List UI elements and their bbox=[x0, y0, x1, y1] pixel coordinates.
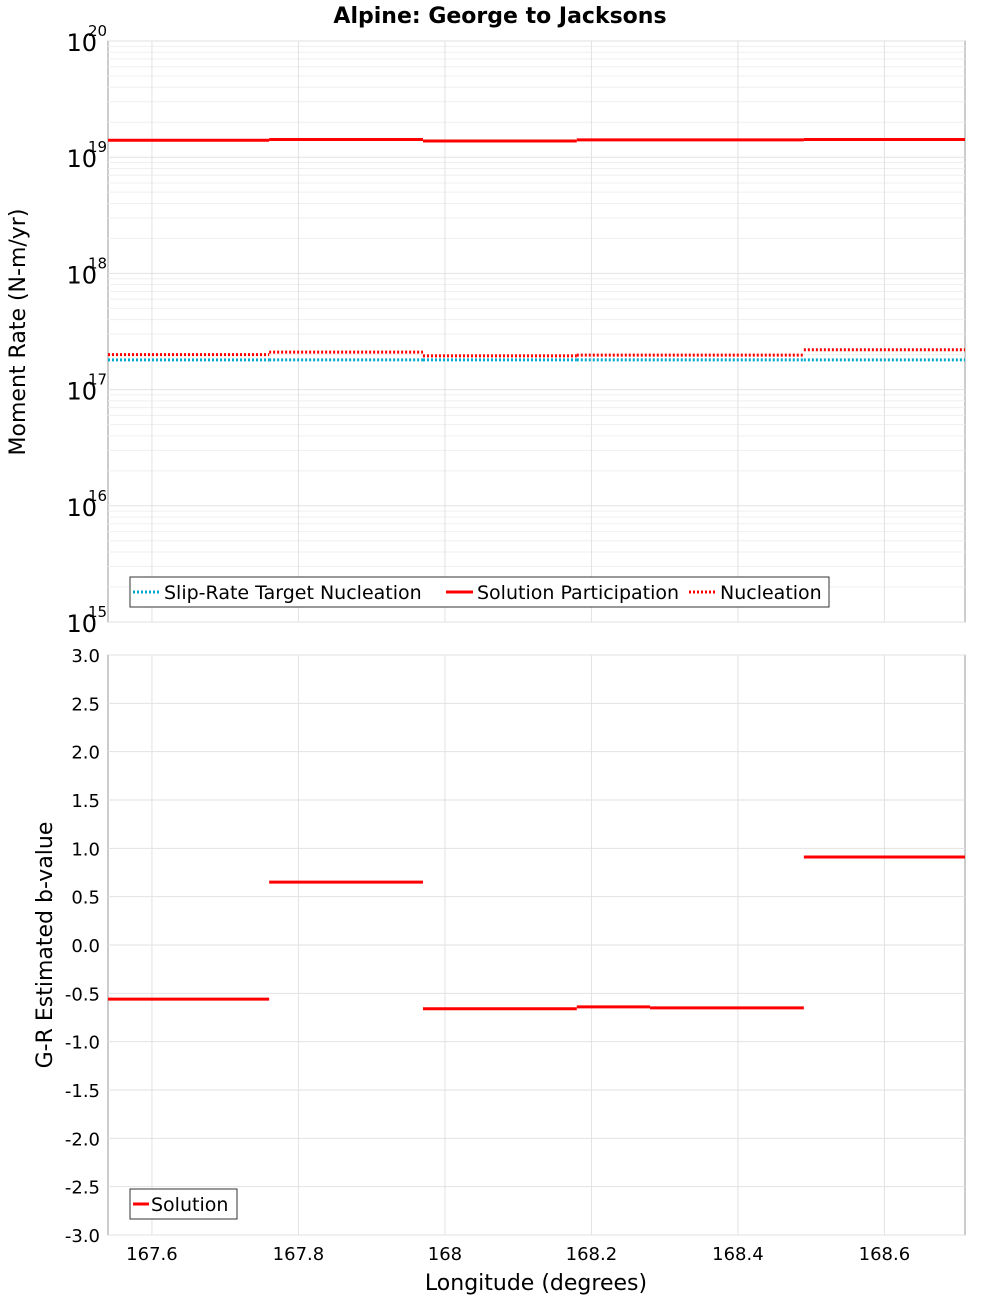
bottom-y-tick-label: -1.0 bbox=[65, 1033, 100, 1054]
bottom-legend-label: Solution bbox=[151, 1194, 228, 1216]
bottom-y-tick-label: -2.5 bbox=[65, 1178, 100, 1199]
bottom-x-tick-label: 168.2 bbox=[566, 1244, 618, 1265]
bottom-y-tick-label: -3.0 bbox=[65, 1226, 100, 1247]
bottom-y-tick-label: 2.0 bbox=[71, 743, 100, 764]
top-y-tick-exponent: 19 bbox=[88, 138, 107, 156]
bottom-x-ticks: 167.6 167.8 168 168.2 168.4 168.6 bbox=[126, 1244, 910, 1265]
top-y-tick-exponent: 17 bbox=[88, 371, 107, 389]
bottom-x-tick-label: 168.4 bbox=[712, 1244, 764, 1265]
bottom-series-layer bbox=[108, 855, 965, 1011]
top-y-tick-base: 10 bbox=[66, 378, 97, 406]
bottom-y-tick-label: 2.5 bbox=[71, 694, 100, 715]
top-plot-frame bbox=[107, 40, 966, 623]
top-y-tick-exponent: 15 bbox=[88, 603, 107, 621]
top-legend-label-1: Solution Participation bbox=[477, 582, 679, 604]
bottom-x-tick-label: 167.6 bbox=[126, 1244, 178, 1265]
bottom-y-tick-label: 1.5 bbox=[71, 791, 100, 812]
bottom-y-tick-label: -0.5 bbox=[65, 984, 100, 1005]
bottom-grid bbox=[108, 654, 965, 1236]
top-legend-label-2: Nucleation bbox=[720, 582, 822, 604]
top-legend-box bbox=[129, 576, 830, 608]
top-y-tick-exponent: 16 bbox=[88, 487, 107, 505]
x-axis-label: Longitude (degrees) bbox=[425, 1271, 647, 1296]
top-y-tick-base: 10 bbox=[66, 145, 97, 173]
bottom-y-tick-label: -1.5 bbox=[65, 1081, 100, 1102]
top-grid bbox=[108, 40, 965, 623]
top-y-tick-base: 10 bbox=[66, 610, 97, 638]
top-y-tick-base: 10 bbox=[66, 261, 97, 289]
top-legend-label-0: Slip-Rate Target Nucleation bbox=[164, 582, 422, 604]
bottom-panel: -3.0 -2.5 -2.0 -1.5 -1.0 -0.5 0.0 0.5 1.0 1.5 2.0 2… bbox=[33, 646, 966, 1296]
bottom-x-tick-label: 168 bbox=[428, 1244, 462, 1265]
bottom-x-tick-label: 168.6 bbox=[859, 1244, 911, 1265]
chart-title: Alpine: George to Jacksons bbox=[333, 4, 666, 29]
top-series-layer bbox=[108, 138, 965, 362]
top-y-tick-base: 10 bbox=[66, 494, 97, 522]
bottom-y-axis-label: G-R Estimated b-value bbox=[33, 822, 58, 1069]
bottom-y-ticks: -3.0 -2.5 -2.0 -1.5 -1.0 -0.5 0.0 0.5 1.0 1.5 2.0 2… bbox=[65, 646, 100, 1247]
bottom-x-tick-label: 167.8 bbox=[273, 1244, 325, 1265]
bottom-y-tick-label: 3.0 bbox=[71, 646, 100, 667]
bottom-y-tick-label: -2.0 bbox=[65, 1129, 100, 1150]
top-y-axis-label: Moment Rate (N-m/yr) bbox=[6, 209, 31, 456]
bottom-y-tick-label: 1.0 bbox=[71, 839, 100, 860]
bottom-y-tick-label: 0.5 bbox=[71, 888, 100, 909]
top-y-tick-base: 10 bbox=[66, 29, 97, 57]
bottom-legend: Solution bbox=[129, 1188, 238, 1220]
top-y-tick-exponent: 18 bbox=[88, 254, 107, 272]
bottom-y-tick-label: 0.0 bbox=[71, 936, 100, 957]
top-legend: Slip-Rate Target Nucleation Solution Part… bbox=[129, 576, 830, 608]
top-y-tick-exponent: 20 bbox=[88, 22, 107, 40]
